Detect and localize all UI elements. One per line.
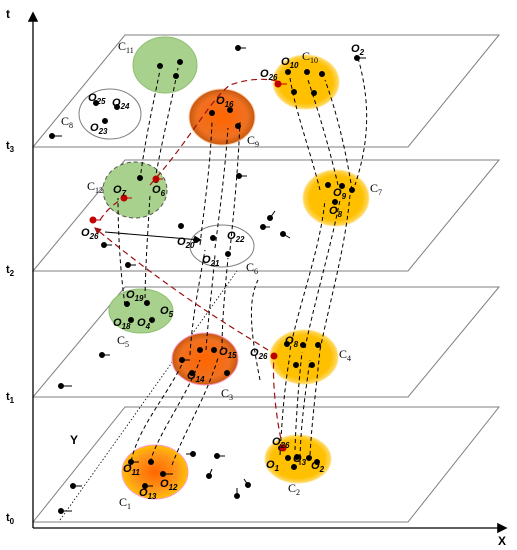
time-label-t1: t1 [6, 391, 15, 405]
label-o12: O12 [160, 478, 178, 492]
label-c12: C12 [87, 179, 103, 195]
cluster-c12 [102, 161, 168, 219]
label-o14: O14 [187, 370, 205, 384]
y-axis-label: Y [70, 433, 78, 447]
cluster-c4 [269, 329, 339, 385]
label-o26-t1: O26 [250, 347, 268, 361]
time-labels: t0 t1 t2 t3 [6, 140, 15, 526]
cluster-labels: C1 C2 C3 C4 C5 C6 C7 C8 C9 C10 C11 C12 [61, 39, 382, 511]
label-o2-t3: O2 [351, 43, 365, 57]
label-o26-t2: O26 [81, 227, 99, 241]
label-c1: C1 [119, 495, 131, 511]
label-o13: O13 [139, 487, 157, 501]
label-o26-t0: O26 [272, 436, 290, 450]
clusters [78, 36, 370, 500]
label-c9: C9 [247, 133, 259, 149]
label-o2-t0: O2 [311, 460, 325, 474]
label-o19: O19 [126, 289, 144, 303]
label-c7: C7 [370, 181, 382, 197]
label-o3: O3 [293, 453, 307, 467]
cluster-c6 [189, 224, 255, 268]
object-26-move [104, 231, 202, 244]
label-o22: O22 [227, 230, 245, 244]
time-label-t0: t0 [6, 512, 15, 526]
label-o10: O10 [281, 56, 299, 70]
label-o9: O9 [333, 187, 347, 201]
label-o21: O21 [202, 254, 220, 268]
cluster-c9 [188, 88, 256, 146]
label-o23: O23 [90, 122, 108, 136]
cluster-c11 [132, 36, 198, 94]
time-label-t3: t3 [6, 140, 15, 154]
cluster-c5 [108, 288, 174, 334]
label-c10: C10 [302, 49, 318, 65]
label-c2: C2 [288, 481, 300, 497]
label-o8-t2: O8 [329, 205, 343, 219]
label-c11: C11 [118, 39, 134, 55]
label-o4: O4 [137, 317, 151, 331]
label-o11: O11 [123, 463, 140, 477]
label-o7: O7 [113, 184, 127, 198]
label-c5: C5 [117, 333, 129, 349]
axes [27, 11, 508, 534]
time-label-t2: t2 [6, 264, 15, 278]
plane-t1 [31, 286, 501, 398]
label-o1: O1 [266, 459, 280, 473]
axis-labels: t X Y [6, 7, 506, 548]
x-axis-label: X [498, 534, 506, 548]
label-o24: O24 [112, 97, 130, 111]
t-axis-label: t [6, 7, 10, 21]
label-o18: O18 [113, 317, 131, 331]
cluster-c1 [121, 444, 189, 500]
label-o25: O25 [88, 92, 106, 106]
cluster-c3 [171, 332, 239, 386]
object-labels: O11 O12 O13 O26 O1 O3 O2 O14 O15 O8 O26 … [81, 43, 365, 501]
label-o6: O6 [152, 184, 166, 198]
label-o16: O16 [216, 95, 234, 109]
label-o5: O5 [160, 305, 174, 319]
cluster-c7 [302, 169, 370, 227]
label-c8: C8 [61, 114, 73, 130]
object-dots [49, 45, 366, 514]
cluster-c10 [272, 54, 340, 110]
label-c4: C4 [339, 347, 351, 363]
label-c3: C3 [221, 386, 233, 402]
label-c6: C6 [246, 260, 258, 276]
label-o26-t3: O26 [260, 68, 278, 82]
o26-dots [89, 80, 287, 452]
label-o20: O20 [177, 236, 195, 250]
label-o8-t1: O8 [285, 335, 299, 349]
o26-path [94, 78, 284, 449]
label-o15: O15 [219, 346, 237, 360]
